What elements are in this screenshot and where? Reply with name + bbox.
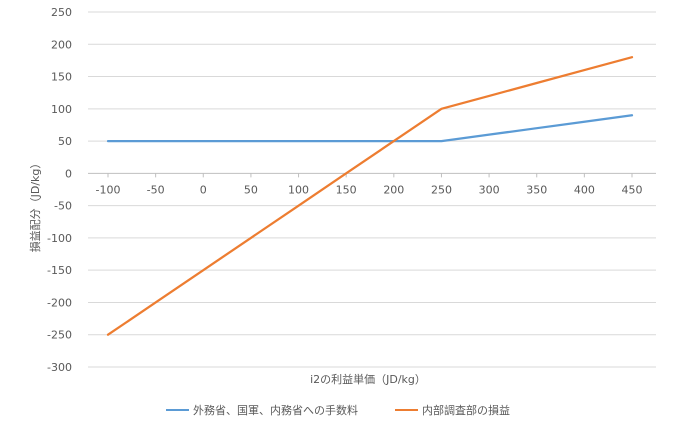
y-tick-label: 100 [51, 103, 72, 116]
legend: 外務省、国軍、内務省への手数料 内部調査部の損益 [166, 403, 510, 417]
gridlines [88, 11, 656, 368]
x-tick-label: 250 [431, 183, 452, 196]
x-tick-label: 200 [383, 183, 404, 196]
y-tick-label: -300 [47, 361, 72, 374]
y-axis-title: 損益配分（JD/kg） [28, 158, 42, 253]
y-tick-label: -50 [54, 200, 72, 213]
x-tick-label: 150 [336, 183, 357, 196]
x-tick-label: 300 [479, 183, 500, 196]
y-tick-label: -150 [47, 264, 72, 277]
series-line-1 [106, 56, 634, 336]
y-tick-label: 50 [58, 135, 72, 148]
y-tick-label: -200 [47, 296, 72, 309]
y-tick-label: -100 [47, 232, 72, 245]
x-tick-label: 100 [288, 183, 309, 196]
y-tick-label: 200 [51, 38, 72, 51]
x-axis-title: i2の利益単価（JD/kg） [310, 372, 426, 386]
x-tick-label: 400 [574, 183, 595, 196]
series-lines [106, 56, 634, 336]
x-tick-label: 0 [200, 183, 207, 196]
x-tick-label: 350 [526, 183, 547, 196]
y-tick-label: -250 [47, 329, 72, 342]
legend-label-fees: 外務省、国軍、内務省への手数料 [193, 403, 358, 417]
series-line-0 [106, 114, 634, 143]
legend-label-internal-pl: 内部調査部の損益 [422, 403, 510, 417]
y-tick-label: 250 [51, 6, 72, 19]
x-tick-label: 50 [244, 183, 258, 196]
x-tick-label: 450 [622, 183, 643, 196]
y-tick-labels: -300 -250 -200 -150 -100 -50 0 50 100 150 200 250 [47, 6, 72, 374]
y-tick-label: 0 [65, 167, 72, 180]
x-tick-label: -50 [147, 183, 165, 196]
x-tick-labels: -100 -50 0 50 100 150 200 250 300 350 400 450 [96, 183, 643, 196]
y-tick-label: 150 [51, 71, 72, 84]
x-tick-label: -100 [96, 183, 121, 196]
